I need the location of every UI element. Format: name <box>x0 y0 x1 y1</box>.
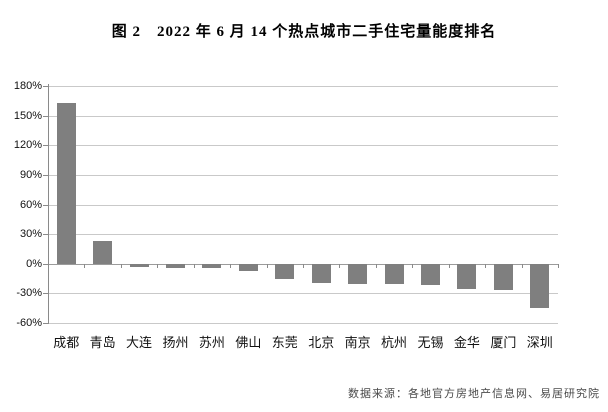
x-axis-tick <box>303 263 304 268</box>
y-axis-tick <box>43 174 48 176</box>
x-axis-tick <box>521 263 523 268</box>
gridline <box>48 204 558 206</box>
y-axis-line <box>48 84 49 324</box>
gridline <box>48 293 558 295</box>
x-axis-tick <box>558 263 559 268</box>
x-axis-tick <box>485 263 487 268</box>
bar-9 <box>384 263 404 285</box>
x-category-label: 东莞 <box>271 335 298 350</box>
y-tick-label: -60% <box>16 317 42 329</box>
x-category-label: 无锡 <box>417 335 444 350</box>
x-category-label: 杭州 <box>381 335 408 350</box>
x-axis-tick <box>84 263 86 268</box>
x-category-label: 扬州 <box>162 335 189 350</box>
bar-7 <box>311 263 331 283</box>
x-category-label: 厦门 <box>490 335 517 350</box>
x-category-label: 苏州 <box>198 335 225 350</box>
gridline <box>48 115 558 117</box>
bar-5 <box>238 263 258 271</box>
y-axis-tick <box>43 263 48 265</box>
x-category-label: 北京 <box>308 335 335 350</box>
y-axis-tick <box>43 115 48 117</box>
bar-4 <box>202 263 222 268</box>
gridline <box>48 86 558 87</box>
data-source-note: 数据来源：各地官方房地产信息网、易居研究院 <box>348 388 600 400</box>
y-tick-label: 180% <box>13 80 42 92</box>
x-axis-tick <box>412 263 414 268</box>
bar-10 <box>421 263 440 286</box>
x-category-label: 佛山 <box>235 335 262 350</box>
x-axis-tick <box>157 263 159 268</box>
x-category-label: 南京 <box>344 335 371 350</box>
y-axis-tick <box>43 293 48 295</box>
x-axis-tick <box>120 263 122 268</box>
x-axis-tick <box>448 263 450 268</box>
gridline <box>48 145 558 147</box>
gridline <box>48 234 558 236</box>
y-axis-tick <box>43 145 48 147</box>
y-tick-label: 0% <box>26 257 42 270</box>
bar-3 <box>166 263 185 268</box>
bar-1 <box>93 241 113 264</box>
y-tick-label: 120% <box>13 139 42 152</box>
y-tick-label: 90% <box>19 168 42 181</box>
x-category-label: 青岛 <box>89 335 116 350</box>
x-axis-tick <box>230 263 232 268</box>
gridline <box>48 323 558 324</box>
y-tick-label: -30% <box>16 287 42 300</box>
y-axis-tick <box>43 234 48 236</box>
x-axis-tick <box>193 263 195 268</box>
x-category-label: 金华 <box>453 335 480 350</box>
x-axis-tick <box>339 263 341 268</box>
x-axis-tick <box>48 263 49 268</box>
chart-title: 图 2 2022 年 6 月 14 个热点城市二手住宅量能度排名 <box>111 24 497 40</box>
bar-13 <box>530 263 550 309</box>
bar-6 <box>275 263 295 279</box>
bar-11 <box>457 263 477 290</box>
y-axis-tick <box>43 86 48 87</box>
x-axis-tick <box>375 263 377 268</box>
x-category-label: 深圳 <box>526 335 553 350</box>
y-tick-label: 60% <box>19 198 42 211</box>
y-tick-label: 150% <box>13 109 42 122</box>
y-axis-tick <box>43 204 48 206</box>
y-tick-label: 30% <box>19 228 42 241</box>
bar-12 <box>493 263 513 291</box>
bar-0 <box>56 102 76 264</box>
bar-2 <box>129 263 149 267</box>
x-category-label: 成都 <box>53 335 80 350</box>
bar-8 <box>348 263 368 285</box>
y-axis-tick <box>43 323 48 324</box>
gridline <box>48 174 558 176</box>
x-category-label: 大连 <box>126 335 153 350</box>
x-axis-tick <box>266 263 268 268</box>
